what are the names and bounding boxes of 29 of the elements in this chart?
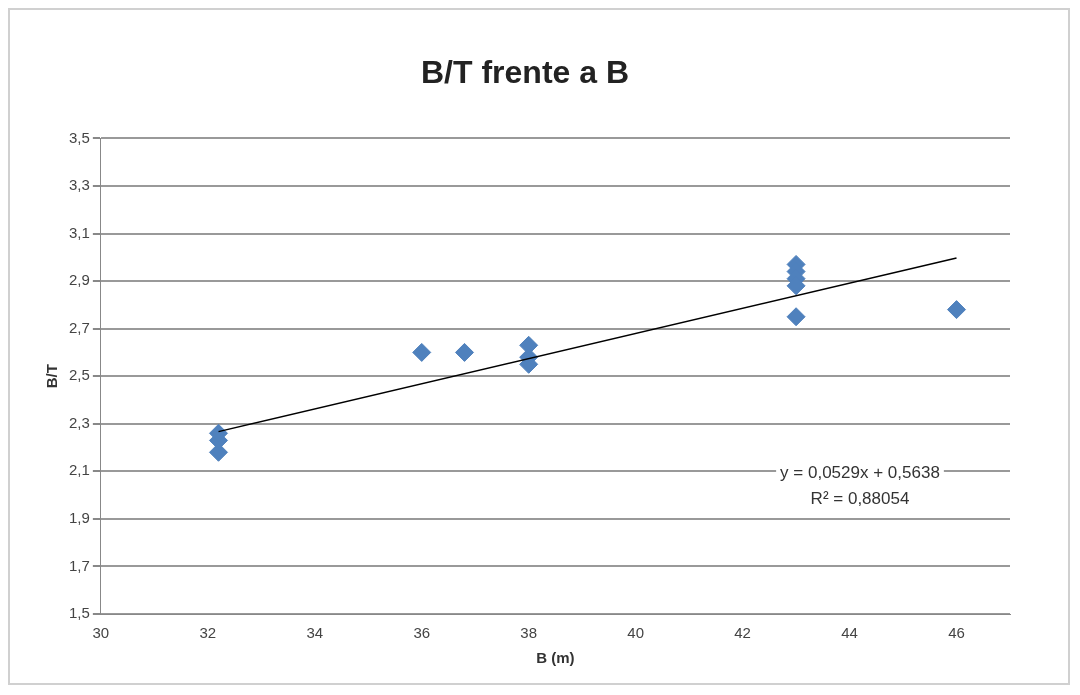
y-tick-label: 2,9 xyxy=(68,271,90,289)
y-tick-label: 1,9 xyxy=(68,509,90,527)
annotation: R² = 0,88054 xyxy=(810,488,910,508)
y-axis-title: B/T xyxy=(43,364,61,389)
x-tick-label: 32 xyxy=(199,624,217,642)
point xyxy=(947,300,967,320)
y-tick-label: 3,5 xyxy=(68,128,90,146)
x-tick-label: 30 xyxy=(92,624,110,642)
x-tick-label: 46 xyxy=(948,624,965,642)
y-tick-label: 3,3 xyxy=(68,176,90,194)
x-tick-label: 44 xyxy=(841,624,858,642)
x-axis-title: B (m) xyxy=(536,649,575,667)
point xyxy=(786,307,806,327)
x-tick-label: 42 xyxy=(734,624,751,642)
y-tick-label: 2,7 xyxy=(68,318,90,336)
y-tick-label: 3,1 xyxy=(68,223,90,241)
y-tick-label: 1,5 xyxy=(68,604,90,622)
point xyxy=(455,342,475,362)
point xyxy=(412,342,432,362)
chart-title: B/T frente a B xyxy=(420,54,630,91)
x-tick-label: 38 xyxy=(520,624,538,642)
x-tick-label: 36 xyxy=(413,624,431,642)
y-tick-label: 2,5 xyxy=(68,366,90,384)
y-tick-label: 1,7 xyxy=(68,556,90,574)
y-tick-label: 2,3 xyxy=(68,413,90,431)
annotation: y = 0,0529x + 0,5638 xyxy=(780,463,940,483)
y-tick-label: 2,1 xyxy=(68,461,90,479)
x-tick-label: 40 xyxy=(627,624,644,642)
x-tick-label: 34 xyxy=(306,624,324,642)
